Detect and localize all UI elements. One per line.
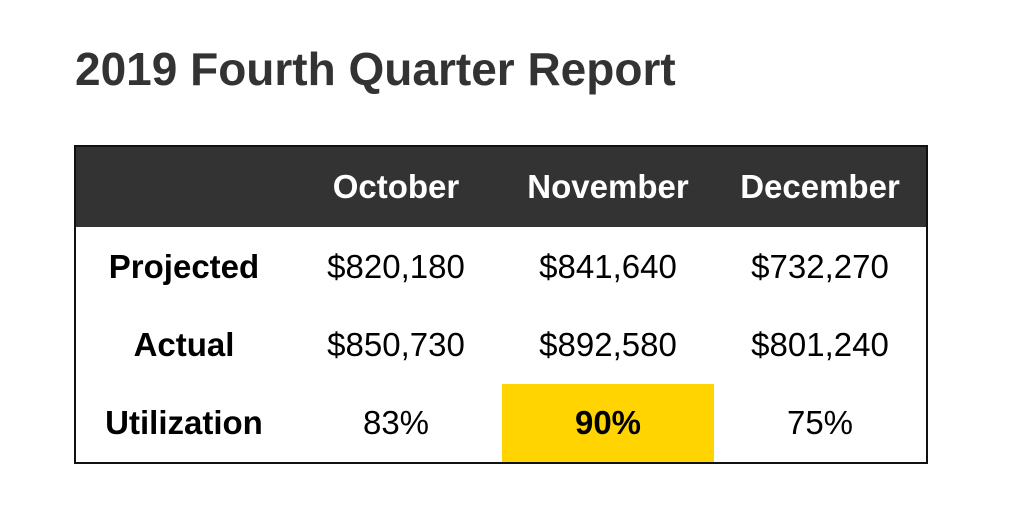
cell-projected-october: $820,180 [327, 247, 465, 285]
column-header-october: October [332, 168, 460, 205]
column-header-december: December [740, 168, 900, 205]
table-header-row: October November December [76, 147, 926, 227]
cell-projected-november: $841,640 [539, 247, 677, 285]
column-header-november: November [527, 168, 689, 205]
report-table: October November December Projected $820… [74, 145, 928, 464]
row-label-projected: Projected [108, 247, 260, 285]
cell-actual-october: $850,730 [327, 326, 465, 363]
cell-actual-november: $892,580 [539, 326, 677, 363]
row-label-actual: Actual [133, 326, 235, 363]
cell-utilization-october: 83% [362, 404, 430, 441]
row-label-utilization: Utilization [105, 404, 263, 441]
cell-actual-december: $801,240 [751, 326, 889, 363]
cell-projected-december: $732,270 [751, 247, 889, 285]
cell-utilization-november-highlighted: 90% [502, 384, 714, 462]
page-title: 2019 Fourth Quarter Report [75, 43, 676, 95]
cell-utilization-december: 75% [786, 404, 854, 441]
